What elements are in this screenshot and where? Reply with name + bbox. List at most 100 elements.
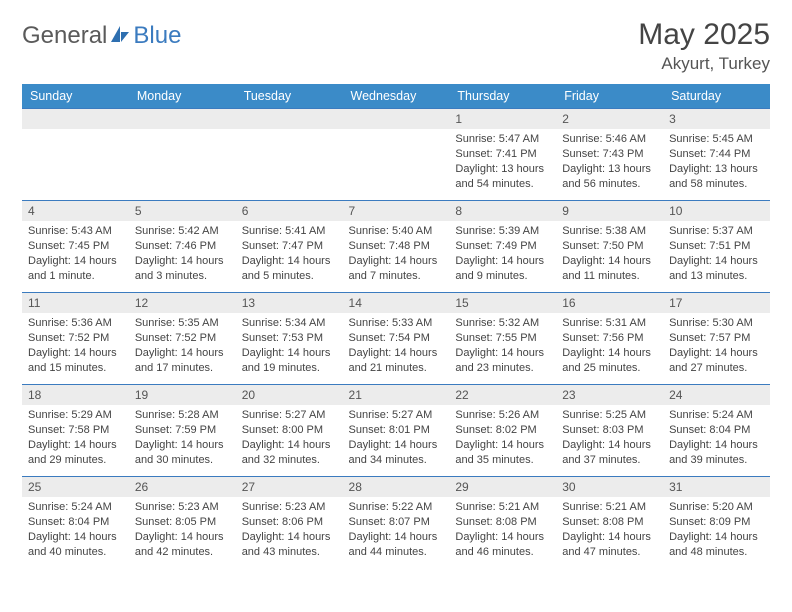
calendar-day-cell: 24Sunrise: 5:24 AMSunset: 8:04 PMDayligh…	[663, 385, 770, 477]
day-number: 29	[449, 477, 556, 497]
calendar-day-cell: 15Sunrise: 5:32 AMSunset: 7:55 PMDayligh…	[449, 293, 556, 385]
day-data: Sunrise: 5:33 AMSunset: 7:54 PMDaylight:…	[343, 313, 450, 378]
calendar-day-cell: 26Sunrise: 5:23 AMSunset: 8:05 PMDayligh…	[129, 477, 236, 569]
day-number: 9	[556, 201, 663, 221]
calendar-week-row: 4Sunrise: 5:43 AMSunset: 7:45 PMDaylight…	[22, 201, 770, 293]
day-header: Friday	[556, 84, 663, 109]
day-number: 15	[449, 293, 556, 313]
day-number: 16	[556, 293, 663, 313]
calendar-day-cell: 20Sunrise: 5:27 AMSunset: 8:00 PMDayligh…	[236, 385, 343, 477]
day-data: Sunrise: 5:20 AMSunset: 8:09 PMDaylight:…	[663, 497, 770, 562]
logo: General Blue	[22, 22, 181, 50]
calendar-day-cell: 10Sunrise: 5:37 AMSunset: 7:51 PMDayligh…	[663, 201, 770, 293]
calendar-day-cell: 31Sunrise: 5:20 AMSunset: 8:09 PMDayligh…	[663, 477, 770, 569]
sail-icon	[109, 24, 131, 49]
day-number	[236, 109, 343, 129]
day-number: 12	[129, 293, 236, 313]
day-number: 6	[236, 201, 343, 221]
day-number: 21	[343, 385, 450, 405]
calendar-week-row: 18Sunrise: 5:29 AMSunset: 7:58 PMDayligh…	[22, 385, 770, 477]
calendar-head: SundayMondayTuesdayWednesdayThursdayFrid…	[22, 84, 770, 109]
calendar-day-cell: 19Sunrise: 5:28 AMSunset: 7:59 PMDayligh…	[129, 385, 236, 477]
calendar-day-cell: 5Sunrise: 5:42 AMSunset: 7:46 PMDaylight…	[129, 201, 236, 293]
day-header: Thursday	[449, 84, 556, 109]
calendar-day-cell: 7Sunrise: 5:40 AMSunset: 7:48 PMDaylight…	[343, 201, 450, 293]
day-data: Sunrise: 5:36 AMSunset: 7:52 PMDaylight:…	[22, 313, 129, 378]
day-header: Tuesday	[236, 84, 343, 109]
day-number: 26	[129, 477, 236, 497]
day-number: 5	[129, 201, 236, 221]
day-data: Sunrise: 5:43 AMSunset: 7:45 PMDaylight:…	[22, 221, 129, 286]
day-number: 2	[556, 109, 663, 129]
day-data: Sunrise: 5:23 AMSunset: 8:06 PMDaylight:…	[236, 497, 343, 562]
day-data: Sunrise: 5:35 AMSunset: 7:52 PMDaylight:…	[129, 313, 236, 378]
calendar-day-cell: 12Sunrise: 5:35 AMSunset: 7:52 PMDayligh…	[129, 293, 236, 385]
day-data: Sunrise: 5:24 AMSunset: 8:04 PMDaylight:…	[22, 497, 129, 562]
day-number	[343, 109, 450, 129]
day-header: Saturday	[663, 84, 770, 109]
logo-text-blue: Blue	[133, 22, 181, 50]
calendar-day-cell	[129, 109, 236, 201]
day-number: 17	[663, 293, 770, 313]
day-data: Sunrise: 5:31 AMSunset: 7:56 PMDaylight:…	[556, 313, 663, 378]
title-block: May 2025 Akyurt, Turkey	[638, 18, 770, 74]
day-number: 22	[449, 385, 556, 405]
calendar-day-cell	[22, 109, 129, 201]
day-data: Sunrise: 5:38 AMSunset: 7:50 PMDaylight:…	[556, 221, 663, 286]
day-header: Wednesday	[343, 84, 450, 109]
logo-text-general: General	[22, 22, 107, 50]
calendar-day-cell: 8Sunrise: 5:39 AMSunset: 7:49 PMDaylight…	[449, 201, 556, 293]
location: Akyurt, Turkey	[638, 54, 770, 74]
calendar-week-row: 11Sunrise: 5:36 AMSunset: 7:52 PMDayligh…	[22, 293, 770, 385]
month-title: May 2025	[638, 18, 770, 52]
day-number: 13	[236, 293, 343, 313]
calendar-day-cell: 2Sunrise: 5:46 AMSunset: 7:43 PMDaylight…	[556, 109, 663, 201]
calendar-day-cell: 3Sunrise: 5:45 AMSunset: 7:44 PMDaylight…	[663, 109, 770, 201]
calendar-day-cell: 22Sunrise: 5:26 AMSunset: 8:02 PMDayligh…	[449, 385, 556, 477]
day-data: Sunrise: 5:47 AMSunset: 7:41 PMDaylight:…	[449, 129, 556, 194]
day-number: 10	[663, 201, 770, 221]
day-data: Sunrise: 5:32 AMSunset: 7:55 PMDaylight:…	[449, 313, 556, 378]
day-number: 24	[663, 385, 770, 405]
calendar-day-cell: 21Sunrise: 5:27 AMSunset: 8:01 PMDayligh…	[343, 385, 450, 477]
calendar-day-cell: 23Sunrise: 5:25 AMSunset: 8:03 PMDayligh…	[556, 385, 663, 477]
day-data: Sunrise: 5:27 AMSunset: 8:00 PMDaylight:…	[236, 405, 343, 470]
day-number: 3	[663, 109, 770, 129]
day-data: Sunrise: 5:34 AMSunset: 7:53 PMDaylight:…	[236, 313, 343, 378]
day-data: Sunrise: 5:22 AMSunset: 8:07 PMDaylight:…	[343, 497, 450, 562]
day-data: Sunrise: 5:28 AMSunset: 7:59 PMDaylight:…	[129, 405, 236, 470]
calendar-day-cell: 25Sunrise: 5:24 AMSunset: 8:04 PMDayligh…	[22, 477, 129, 569]
day-data: Sunrise: 5:37 AMSunset: 7:51 PMDaylight:…	[663, 221, 770, 286]
day-number: 20	[236, 385, 343, 405]
calendar-day-cell: 17Sunrise: 5:30 AMSunset: 7:57 PMDayligh…	[663, 293, 770, 385]
calendar-day-cell	[236, 109, 343, 201]
calendar-day-cell: 27Sunrise: 5:23 AMSunset: 8:06 PMDayligh…	[236, 477, 343, 569]
day-number: 18	[22, 385, 129, 405]
day-data: Sunrise: 5:25 AMSunset: 8:03 PMDaylight:…	[556, 405, 663, 470]
day-number: 11	[22, 293, 129, 313]
day-data: Sunrise: 5:29 AMSunset: 7:58 PMDaylight:…	[22, 405, 129, 470]
day-data: Sunrise: 5:21 AMSunset: 8:08 PMDaylight:…	[449, 497, 556, 562]
calendar-week-row: 1Sunrise: 5:47 AMSunset: 7:41 PMDaylight…	[22, 109, 770, 201]
day-number: 25	[22, 477, 129, 497]
calendar-day-cell: 30Sunrise: 5:21 AMSunset: 8:08 PMDayligh…	[556, 477, 663, 569]
calendar-day-cell: 1Sunrise: 5:47 AMSunset: 7:41 PMDaylight…	[449, 109, 556, 201]
day-number: 8	[449, 201, 556, 221]
day-data: Sunrise: 5:45 AMSunset: 7:44 PMDaylight:…	[663, 129, 770, 194]
day-data: Sunrise: 5:21 AMSunset: 8:08 PMDaylight:…	[556, 497, 663, 562]
day-data: Sunrise: 5:40 AMSunset: 7:48 PMDaylight:…	[343, 221, 450, 286]
day-number: 19	[129, 385, 236, 405]
day-data: Sunrise: 5:42 AMSunset: 7:46 PMDaylight:…	[129, 221, 236, 286]
day-number: 28	[343, 477, 450, 497]
calendar-day-cell	[343, 109, 450, 201]
calendar-day-cell: 18Sunrise: 5:29 AMSunset: 7:58 PMDayligh…	[22, 385, 129, 477]
day-number: 7	[343, 201, 450, 221]
day-number: 4	[22, 201, 129, 221]
calendar-day-cell: 6Sunrise: 5:41 AMSunset: 7:47 PMDaylight…	[236, 201, 343, 293]
day-number	[22, 109, 129, 129]
day-data: Sunrise: 5:26 AMSunset: 8:02 PMDaylight:…	[449, 405, 556, 470]
calendar-day-cell: 9Sunrise: 5:38 AMSunset: 7:50 PMDaylight…	[556, 201, 663, 293]
calendar-day-cell: 29Sunrise: 5:21 AMSunset: 8:08 PMDayligh…	[449, 477, 556, 569]
day-number: 14	[343, 293, 450, 313]
day-data: Sunrise: 5:23 AMSunset: 8:05 PMDaylight:…	[129, 497, 236, 562]
